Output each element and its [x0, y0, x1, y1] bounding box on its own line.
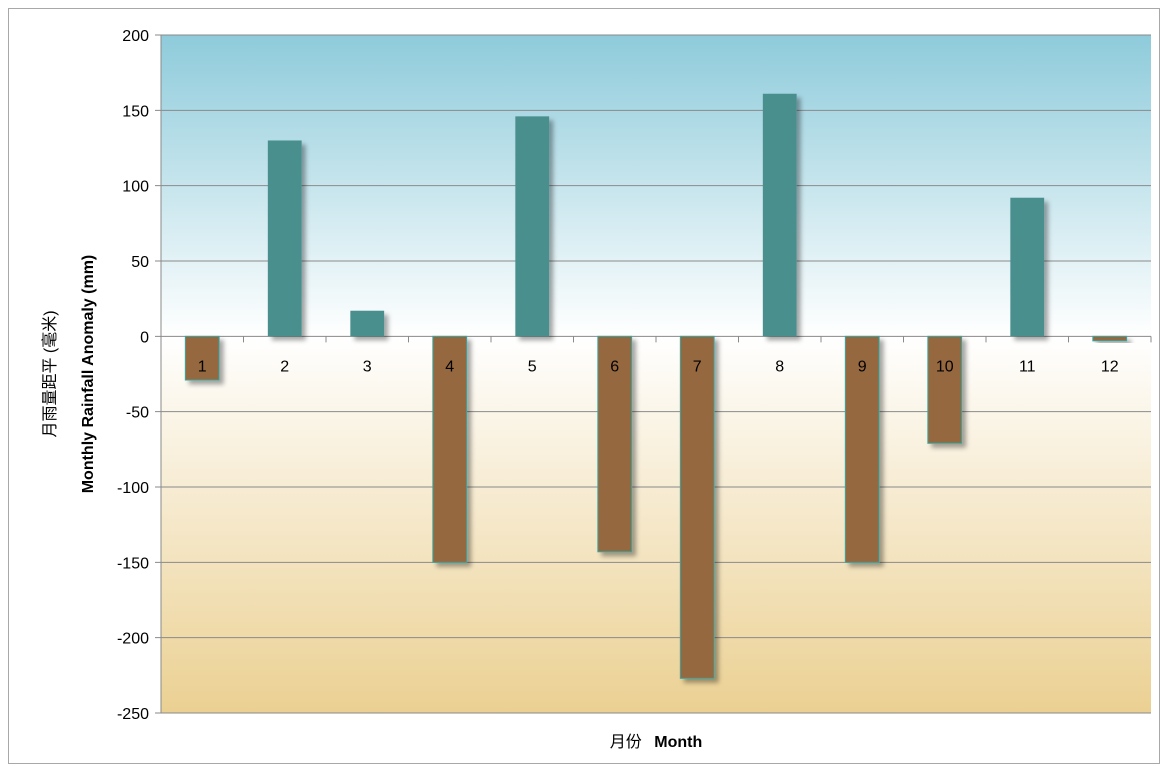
- x-category-label: 8: [775, 358, 784, 375]
- y-tick-label: 100: [122, 179, 149, 196]
- x-category-label: 11: [1019, 358, 1036, 375]
- axis-titles: 月份 Month 月雨量距平 (毫米) Monthly Rainfall Ano…: [40, 255, 702, 751]
- y-tick-label: -50: [126, 405, 149, 422]
- plot-area: [161, 35, 1151, 713]
- y-tick-label: 150: [122, 103, 149, 120]
- x-axis-title-en: Month: [654, 734, 702, 751]
- bar-month-7: [679, 335, 715, 679]
- x-category-label: 6: [610, 358, 619, 375]
- bar-month-12: [1092, 335, 1128, 342]
- x-category-label: 4: [445, 358, 454, 375]
- x-category-label: 9: [858, 358, 867, 375]
- y-tick-label: -150: [117, 555, 149, 572]
- x-axis-title: 月份 Month: [610, 733, 702, 751]
- x-category-label: 3: [363, 358, 372, 375]
- bar-month-6: [597, 335, 633, 553]
- y-axis-ticks: 200 150 100 50 0 -50 -100 -150 -200 -250: [117, 28, 149, 723]
- bar-month-4: [432, 335, 468, 563]
- x-category-label: 12: [1101, 358, 1119, 375]
- bars: [184, 93, 1128, 679]
- bar-month-2: [267, 140, 302, 337]
- y-tick-label: -250: [117, 706, 149, 723]
- bar-month-11: [1010, 197, 1045, 337]
- x-category-label: 5: [528, 358, 537, 375]
- y-tick-label: 0: [140, 329, 149, 346]
- bar-month-10: [927, 335, 963, 444]
- gridlines: [155, 34, 1152, 714]
- y-axis-title-en: Monthly Rainfall Anomaly (mm): [80, 255, 97, 494]
- x-category-label: 2: [280, 358, 289, 375]
- bar-month-5: [515, 116, 550, 337]
- x-category-label: 7: [693, 358, 702, 375]
- x-category-label: 10: [936, 358, 954, 375]
- bar-month-1: [184, 335, 220, 381]
- bar-month-3: [350, 310, 385, 337]
- y-tick-label: -100: [117, 480, 149, 497]
- y-tick-label: 50: [131, 254, 149, 271]
- x-category-label: 1: [198, 358, 207, 375]
- y-tick-label: -200: [117, 631, 149, 648]
- y-tick-label: 200: [122, 28, 149, 45]
- x-axis-title-cn: 月份: [610, 733, 642, 751]
- x-axis-categories: 1 2 3 4 5 6 7 8 9 10 11 12: [198, 358, 1119, 375]
- bar-month-9: [844, 335, 880, 563]
- bar-month-8: [762, 93, 797, 337]
- y-axis-title-cn: 月雨量距平 (毫米): [40, 310, 59, 437]
